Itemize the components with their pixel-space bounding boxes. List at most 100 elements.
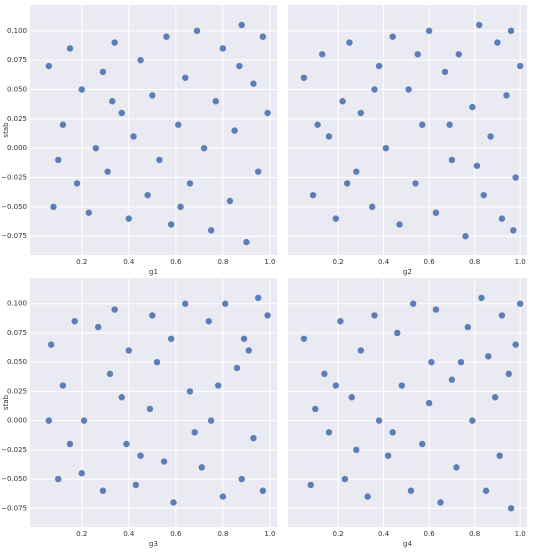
y-tick-label: 0.025	[7, 387, 27, 395]
x-tick-label: 1.0	[264, 258, 275, 266]
point	[512, 341, 519, 348]
point	[507, 27, 515, 35]
point	[191, 429, 198, 436]
point	[205, 318, 212, 325]
point	[309, 191, 317, 199]
x-tick-label: 0.2	[333, 258, 344, 266]
point	[55, 475, 62, 483]
point	[314, 121, 321, 128]
point	[510, 227, 517, 234]
point	[125, 215, 132, 222]
y-tick-label: 0.050	[7, 358, 27, 366]
point	[432, 306, 440, 313]
y-tick-label: 0.000	[7, 417, 27, 425]
point	[325, 133, 333, 140]
point	[130, 133, 137, 140]
point	[254, 168, 262, 175]
point	[482, 487, 490, 494]
point	[332, 215, 339, 222]
point	[149, 92, 156, 99]
x-tick-label: 0.4	[378, 258, 390, 266]
point	[186, 388, 194, 395]
point	[494, 39, 501, 46]
point	[219, 45, 227, 52]
point	[457, 358, 465, 366]
plot-background	[30, 278, 277, 527]
y-tick-label: −0.025	[1, 446, 27, 454]
point	[193, 27, 201, 35]
y-tick-label: 0.025	[7, 115, 27, 123]
point	[300, 335, 308, 342]
point	[382, 144, 390, 152]
point	[186, 180, 194, 187]
point	[167, 221, 175, 228]
point	[233, 364, 241, 372]
point	[507, 505, 515, 512]
y-tick-label: 0.100	[7, 27, 27, 35]
plot-background	[30, 5, 277, 255]
point	[337, 318, 344, 325]
y-tick-label: −0.025	[1, 174, 27, 182]
point	[214, 382, 222, 389]
point	[321, 370, 328, 378]
y-axis-label: stab	[2, 394, 10, 410]
point	[437, 499, 444, 506]
point	[250, 80, 257, 87]
y-tick-label: −0.075	[1, 232, 27, 240]
point	[106, 370, 114, 378]
point	[245, 347, 252, 354]
x-tick-label: 0.8	[469, 258, 480, 266]
point	[516, 300, 524, 307]
point	[170, 499, 177, 506]
point	[384, 452, 392, 459]
point	[109, 98, 116, 105]
point	[137, 452, 144, 459]
point	[389, 33, 396, 40]
point	[496, 452, 503, 459]
point	[99, 68, 107, 76]
y-tick-label: 0.050	[7, 86, 27, 94]
x-tick-label: 0.6	[170, 258, 182, 266]
point	[92, 144, 100, 152]
point	[55, 156, 62, 164]
point	[446, 121, 453, 128]
point	[343, 180, 351, 187]
point	[325, 429, 333, 436]
point	[357, 347, 365, 354]
point	[153, 358, 161, 366]
point	[254, 294, 262, 302]
point	[207, 417, 215, 424]
x-axis-label: g3	[149, 540, 158, 548]
x-tick-label: 1.0	[264, 530, 275, 538]
point	[398, 382, 406, 389]
point	[432, 209, 440, 216]
point	[448, 156, 456, 164]
point	[207, 227, 215, 234]
point	[264, 312, 271, 319]
y-tick-label: −0.050	[1, 475, 27, 483]
point	[200, 144, 208, 152]
point	[312, 405, 319, 413]
x-tick-label: 0.4	[378, 530, 390, 538]
point	[80, 417, 88, 424]
point	[409, 300, 417, 307]
point	[441, 68, 449, 76]
point	[419, 440, 426, 448]
point	[455, 51, 462, 58]
point	[307, 481, 314, 489]
y-tick-label: −0.075	[1, 504, 27, 512]
point	[480, 191, 487, 199]
point	[264, 109, 271, 117]
point	[182, 300, 189, 307]
point	[476, 21, 483, 29]
point	[353, 168, 360, 175]
point	[146, 405, 154, 413]
point	[125, 347, 132, 354]
point	[149, 312, 156, 319]
x-tick-label: 1.0	[515, 258, 526, 266]
point	[512, 174, 519, 181]
point	[478, 294, 485, 302]
point	[448, 376, 456, 383]
point	[104, 168, 111, 175]
